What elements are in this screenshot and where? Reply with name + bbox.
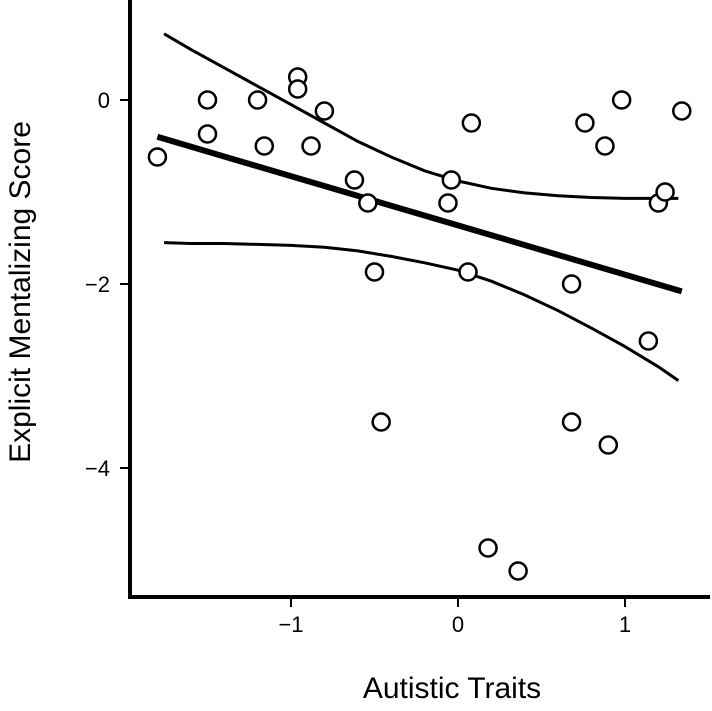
data-point [371, 412, 391, 432]
x-tick-label: 0 [452, 612, 464, 637]
x-tick-label: −1 [278, 612, 303, 637]
data-point [314, 101, 335, 121]
data-point [672, 101, 692, 121]
data-point [301, 136, 321, 156]
data-point [595, 136, 615, 156]
data-point [147, 147, 168, 167]
y-tick-label: 0 [98, 88, 110, 113]
y-tick-label: −2 [85, 272, 110, 297]
data-point [364, 262, 385, 282]
data-point [197, 124, 218, 144]
x-tick-label: 1 [619, 612, 631, 637]
data-point [508, 561, 528, 581]
data-point [458, 262, 478, 282]
data-point [561, 412, 582, 432]
data-point [438, 193, 458, 213]
data-point [247, 90, 268, 110]
y-axis-title: Explicit Mentalizing Score [4, 121, 37, 463]
data-point [598, 435, 619, 455]
regression-line [156, 133, 683, 295]
data-point [638, 331, 659, 351]
y-tick-label: −4 [85, 456, 110, 481]
plot-area [147, 32, 692, 581]
data-point [611, 90, 632, 110]
data-point [575, 113, 595, 133]
ci-upper-line [163, 32, 679, 200]
data-point [478, 538, 498, 558]
ci-lower-line [164, 241, 680, 382]
data-point [441, 170, 462, 190]
data-point [358, 193, 378, 213]
x-axis-title: Autistic Traits [363, 672, 541, 705]
data-point [344, 170, 365, 190]
data-point [461, 113, 482, 133]
data-point [561, 274, 582, 294]
data-point [655, 182, 675, 202]
data-point [254, 136, 275, 156]
data-point [287, 79, 308, 99]
ticks: −1 0 1 −4 −2 0 [85, 88, 631, 637]
data-point [197, 90, 218, 110]
